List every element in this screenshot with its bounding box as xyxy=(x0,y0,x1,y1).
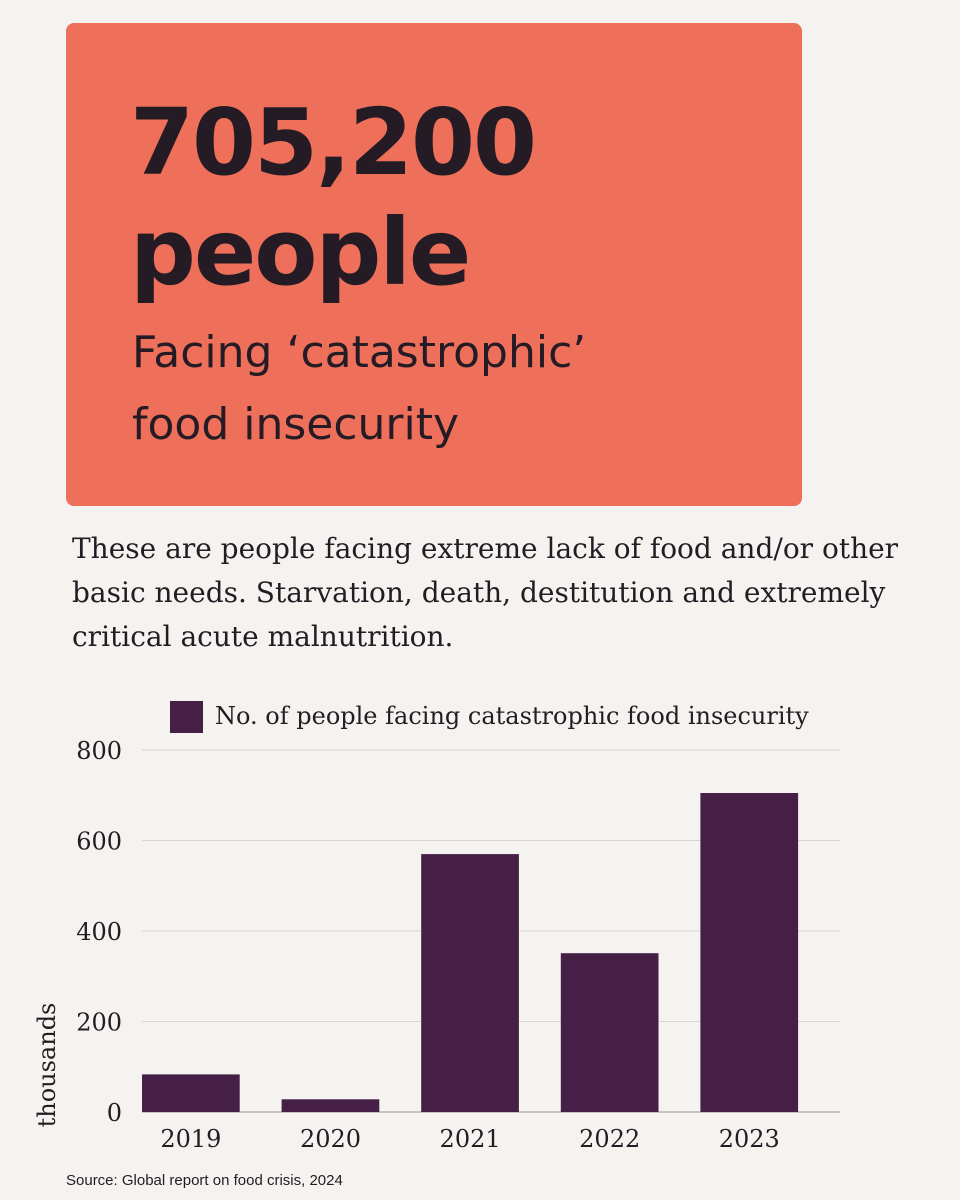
subhead-line-1: Facing ‘catastrophic’ xyxy=(132,327,587,378)
bar-2020 xyxy=(281,1099,380,1112)
bar-2023 xyxy=(700,793,799,1112)
y-tick-label: 400 xyxy=(76,918,122,946)
headline-unit: people xyxy=(130,199,471,306)
y-axis-label: thousands xyxy=(33,1003,61,1128)
x-tick-label: 2021 xyxy=(440,1125,501,1153)
y-tick-label: 600 xyxy=(76,828,122,856)
x-tick-label: 2019 xyxy=(160,1125,221,1153)
bar-2021 xyxy=(421,854,519,1112)
source-note: Source: Global report on food crisis, 20… xyxy=(66,1172,343,1189)
subhead-line-2: food insecurity xyxy=(132,399,460,450)
legend-swatch xyxy=(170,701,203,733)
bar-chart: 0 200 400 600 800 2019 2020 2021 2022 2023 No. of… xyxy=(33,701,840,1153)
legend-label: No. of people facing catastrophic food i… xyxy=(215,702,809,730)
y-tick-label: 200 xyxy=(76,1009,122,1037)
y-tick-label: 800 xyxy=(76,737,122,765)
y-tick-label: 0 xyxy=(107,1099,122,1127)
bar-2019 xyxy=(142,1074,240,1112)
headline-card: 705,200 people Facing ‘catastrophic’ foo… xyxy=(66,23,802,506)
x-tick-label: 2020 xyxy=(300,1125,361,1153)
x-tick-label: 2023 xyxy=(719,1125,780,1153)
headline-number: 705,200 xyxy=(130,89,537,196)
x-tick-label: 2022 xyxy=(579,1125,640,1153)
description: These are people facing extreme lack of … xyxy=(72,532,899,653)
bar-2022 xyxy=(560,953,659,1112)
